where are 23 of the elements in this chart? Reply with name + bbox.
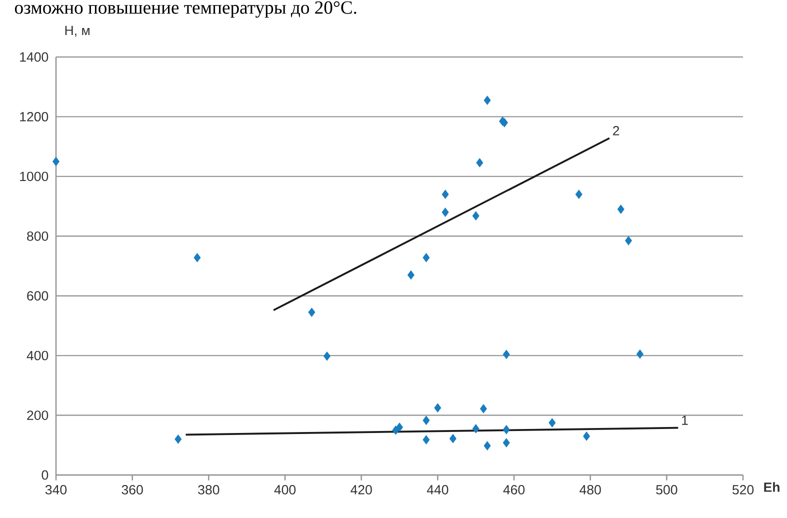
y-tick-label: 1200	[20, 112, 48, 122]
y-axis-title: H, м	[65, 26, 90, 37]
x-tick-label: 520	[732, 485, 754, 494]
x-tick-label: 360	[122, 485, 143, 494]
y-tick-label: 1400	[20, 52, 48, 62]
x-tick-label: 420	[350, 485, 372, 494]
y-tick-label: 400	[26, 350, 48, 360]
series-label: 1	[682, 416, 688, 425]
x-tick-label: 400	[274, 485, 296, 494]
x-tick-label: 380	[198, 485, 220, 494]
y-tick-label: 600	[27, 291, 48, 301]
text: озможно повышение температуры до 20°С.	[14, 1, 356, 18]
y-tick-label: 1000	[20, 172, 48, 182]
x-tick-label: 460	[503, 485, 525, 494]
x-tick-label: 340	[45, 485, 67, 494]
x-axis-title: Eh	[764, 482, 780, 492]
x-tick-label: 500	[656, 485, 678, 494]
y-tick-label: 800	[27, 231, 48, 241]
series-label: 2	[613, 126, 620, 136]
y-tick-label: 0	[42, 470, 48, 480]
x-tick-label: 440	[426, 485, 448, 494]
x-tick-label: 480	[580, 485, 601, 494]
y-tick-label: 200	[27, 410, 48, 420]
